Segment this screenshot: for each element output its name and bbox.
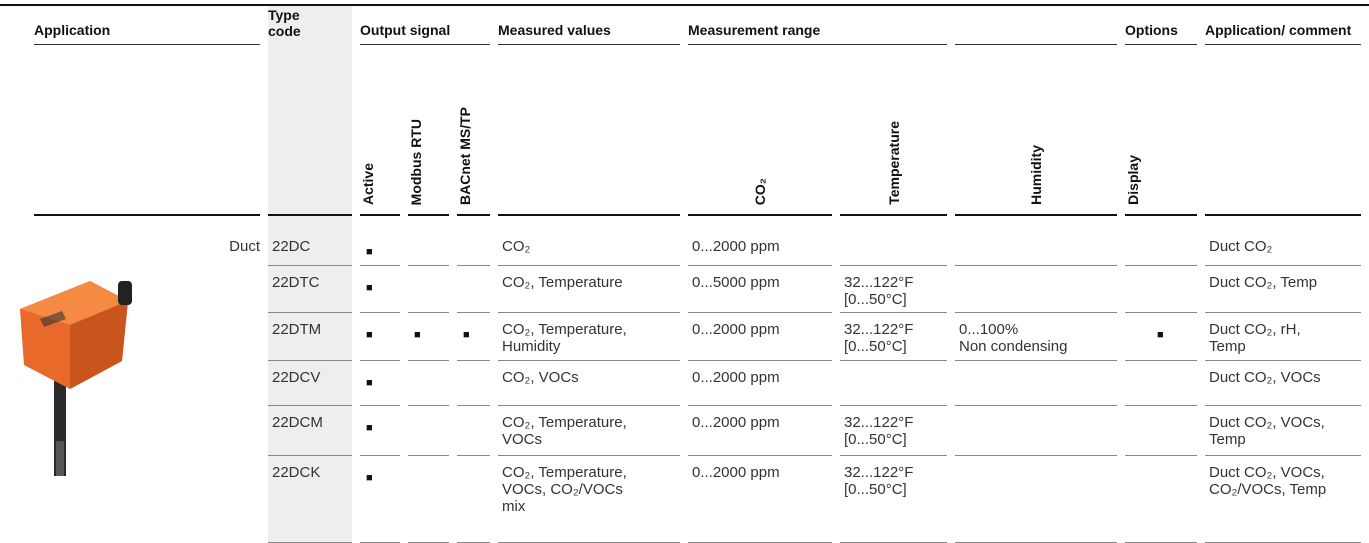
- subheader-text: Humidity: [1028, 145, 1044, 205]
- cell: ■: [360, 406, 400, 456]
- cell: ■: [360, 266, 400, 313]
- cell: 0...2000 ppm: [688, 361, 832, 406]
- cell: [955, 266, 1117, 313]
- cell: 0...2000 ppm: [688, 406, 832, 456]
- cell: [1125, 266, 1197, 313]
- header: [955, 6, 1117, 45]
- application-label: Duct: [229, 238, 260, 255]
- cell: CO₂, Temperature, VOCs: [498, 406, 680, 456]
- subheader-text: CO₂: [752, 178, 768, 205]
- cell: ■: [360, 313, 400, 361]
- cell: 0...100% Non condensing: [955, 313, 1117, 361]
- cell: 0...5000 ppm: [688, 266, 832, 313]
- cell: Duct CO₂, VOCs: [1205, 361, 1361, 406]
- cell: ■: [360, 361, 400, 406]
- cell: [408, 216, 449, 266]
- cell: ■: [360, 216, 400, 266]
- cell: CO₂, Temperature: [498, 266, 680, 313]
- cell: [457, 266, 490, 313]
- cell: CO₂, VOCs: [498, 361, 680, 406]
- cell: 0...2000 ppm: [688, 216, 832, 266]
- cell: [408, 361, 449, 406]
- type-code: 22DCK: [268, 456, 352, 543]
- cell: [955, 456, 1117, 543]
- cell: [457, 216, 490, 266]
- cell: CO₂: [498, 216, 680, 266]
- cell: [1125, 456, 1197, 543]
- cell: ■: [360, 456, 400, 543]
- cell: [1125, 406, 1197, 456]
- cell: Duct CO₂, VOCs, Temp: [1205, 406, 1361, 456]
- cell: [408, 266, 449, 313]
- type-code: 22DCV: [268, 361, 352, 406]
- type-code: 22DTC: [268, 266, 352, 313]
- cell: [408, 456, 449, 543]
- header: Type code: [268, 6, 352, 45]
- cell: 32...122°F [0...50°C]: [840, 313, 947, 361]
- cell: [1125, 216, 1197, 266]
- header: Measurement range: [688, 6, 947, 45]
- cell: [457, 361, 490, 406]
- cell: [955, 361, 1117, 406]
- header: [498, 45, 680, 216]
- application-cell: Duct: [34, 216, 260, 543]
- cell: 32...122°F [0...50°C]: [840, 406, 947, 456]
- header: Output signal: [360, 6, 490, 45]
- cell: 32...122°F [0...50°C]: [840, 456, 947, 543]
- subheader: Active: [360, 45, 400, 216]
- type-code: 22DC: [268, 216, 352, 266]
- page: Application Type code Output signal Meas…: [0, 0, 1369, 542]
- cell: CO₂, Temperature, VOCs, CO₂/VOCs mix: [498, 456, 680, 543]
- cell: [840, 361, 947, 406]
- cell: ■: [1125, 313, 1197, 361]
- cell: [955, 406, 1117, 456]
- cell: [1125, 361, 1197, 406]
- product-image: [10, 261, 140, 476]
- subheader-text: Display: [1125, 155, 1141, 205]
- cell: [408, 406, 449, 456]
- type-code: 22DCM: [268, 406, 352, 456]
- cell: [955, 216, 1117, 266]
- subheader-text: Active: [360, 163, 376, 205]
- cell: Duct CO₂, Temp: [1205, 266, 1361, 313]
- cell: 32...122°F [0...50°C]: [840, 266, 947, 313]
- cell: 0...2000 ppm: [688, 313, 832, 361]
- subheader: CO₂: [688, 45, 832, 216]
- subheader-text: Temperature: [886, 121, 902, 205]
- header: Application/ comment: [1205, 6, 1361, 45]
- cell: ■: [408, 313, 449, 361]
- cell: [457, 406, 490, 456]
- subheader: Display: [1125, 45, 1197, 216]
- subheader: BACnet MS/TP: [457, 45, 490, 216]
- header: Application: [34, 6, 260, 45]
- subheader-text: Modbus RTU: [408, 119, 424, 205]
- cell: Duct CO₂, VOCs, CO₂/VOCs, Temp: [1205, 456, 1361, 543]
- subheader-text: BACnet MS/TP: [457, 107, 473, 205]
- header: [268, 45, 352, 216]
- cell: [840, 216, 947, 266]
- header: Options: [1125, 6, 1197, 45]
- cell: 0...2000 ppm: [688, 456, 832, 543]
- subheader: Humidity: [955, 45, 1117, 216]
- cell: [457, 456, 490, 543]
- cell: ■: [457, 313, 490, 361]
- header-text: Type code: [268, 7, 308, 39]
- subheader: Temperature: [840, 45, 947, 216]
- header: Measured values: [498, 6, 680, 45]
- subheader: Modbus RTU: [408, 45, 449, 216]
- type-code: 22DTM: [268, 313, 352, 361]
- cell: Duct CO₂, rH, Temp: [1205, 313, 1361, 361]
- header: [34, 45, 260, 216]
- cell: CO₂, Temperature, Humidity: [498, 313, 680, 361]
- cell: Duct CO₂: [1205, 216, 1361, 266]
- product-table: Application Type code Output signal Meas…: [26, 6, 1369, 543]
- header: [1205, 45, 1361, 216]
